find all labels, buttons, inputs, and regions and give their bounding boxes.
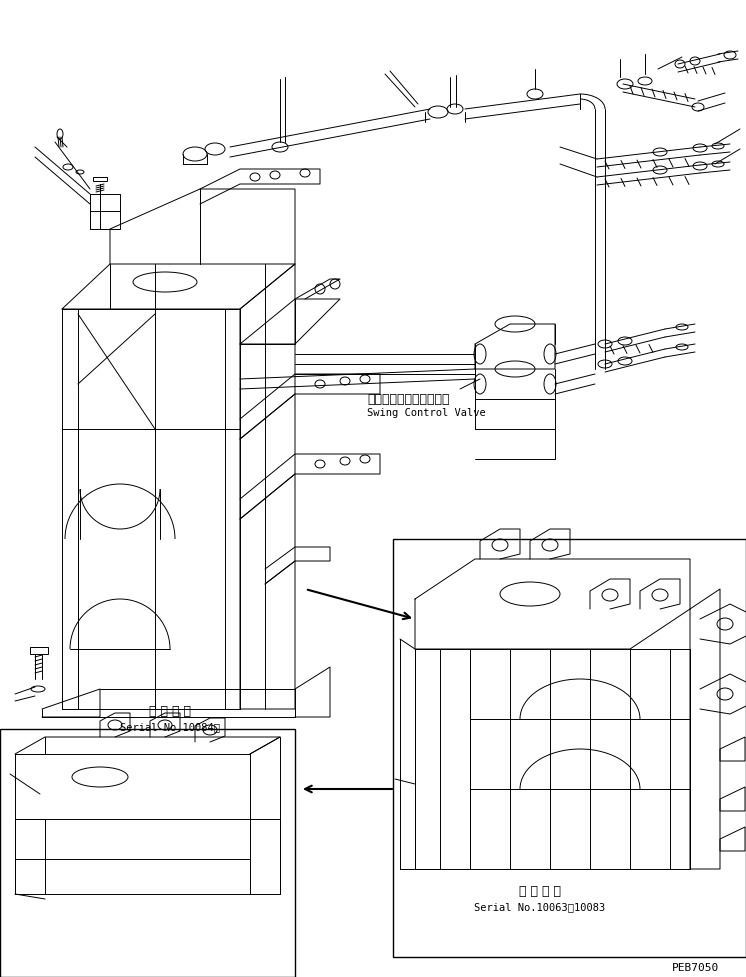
Polygon shape [0, 729, 295, 977]
Text: 旋回コントロールバルブ: 旋回コントロールバルブ [367, 393, 450, 405]
Text: Serial No.10063～10083: Serial No.10063～10083 [474, 901, 606, 912]
Text: PEB7050: PEB7050 [672, 962, 719, 972]
Text: 適 用 号 機: 適 用 号 機 [149, 704, 191, 717]
Text: Swing Control Valve: Swing Control Valve [367, 407, 486, 417]
Text: Serial No.10084～: Serial No.10084～ [120, 721, 220, 731]
Text: 適 用 号 機: 適 用 号 機 [519, 884, 561, 897]
Polygon shape [393, 539, 746, 957]
